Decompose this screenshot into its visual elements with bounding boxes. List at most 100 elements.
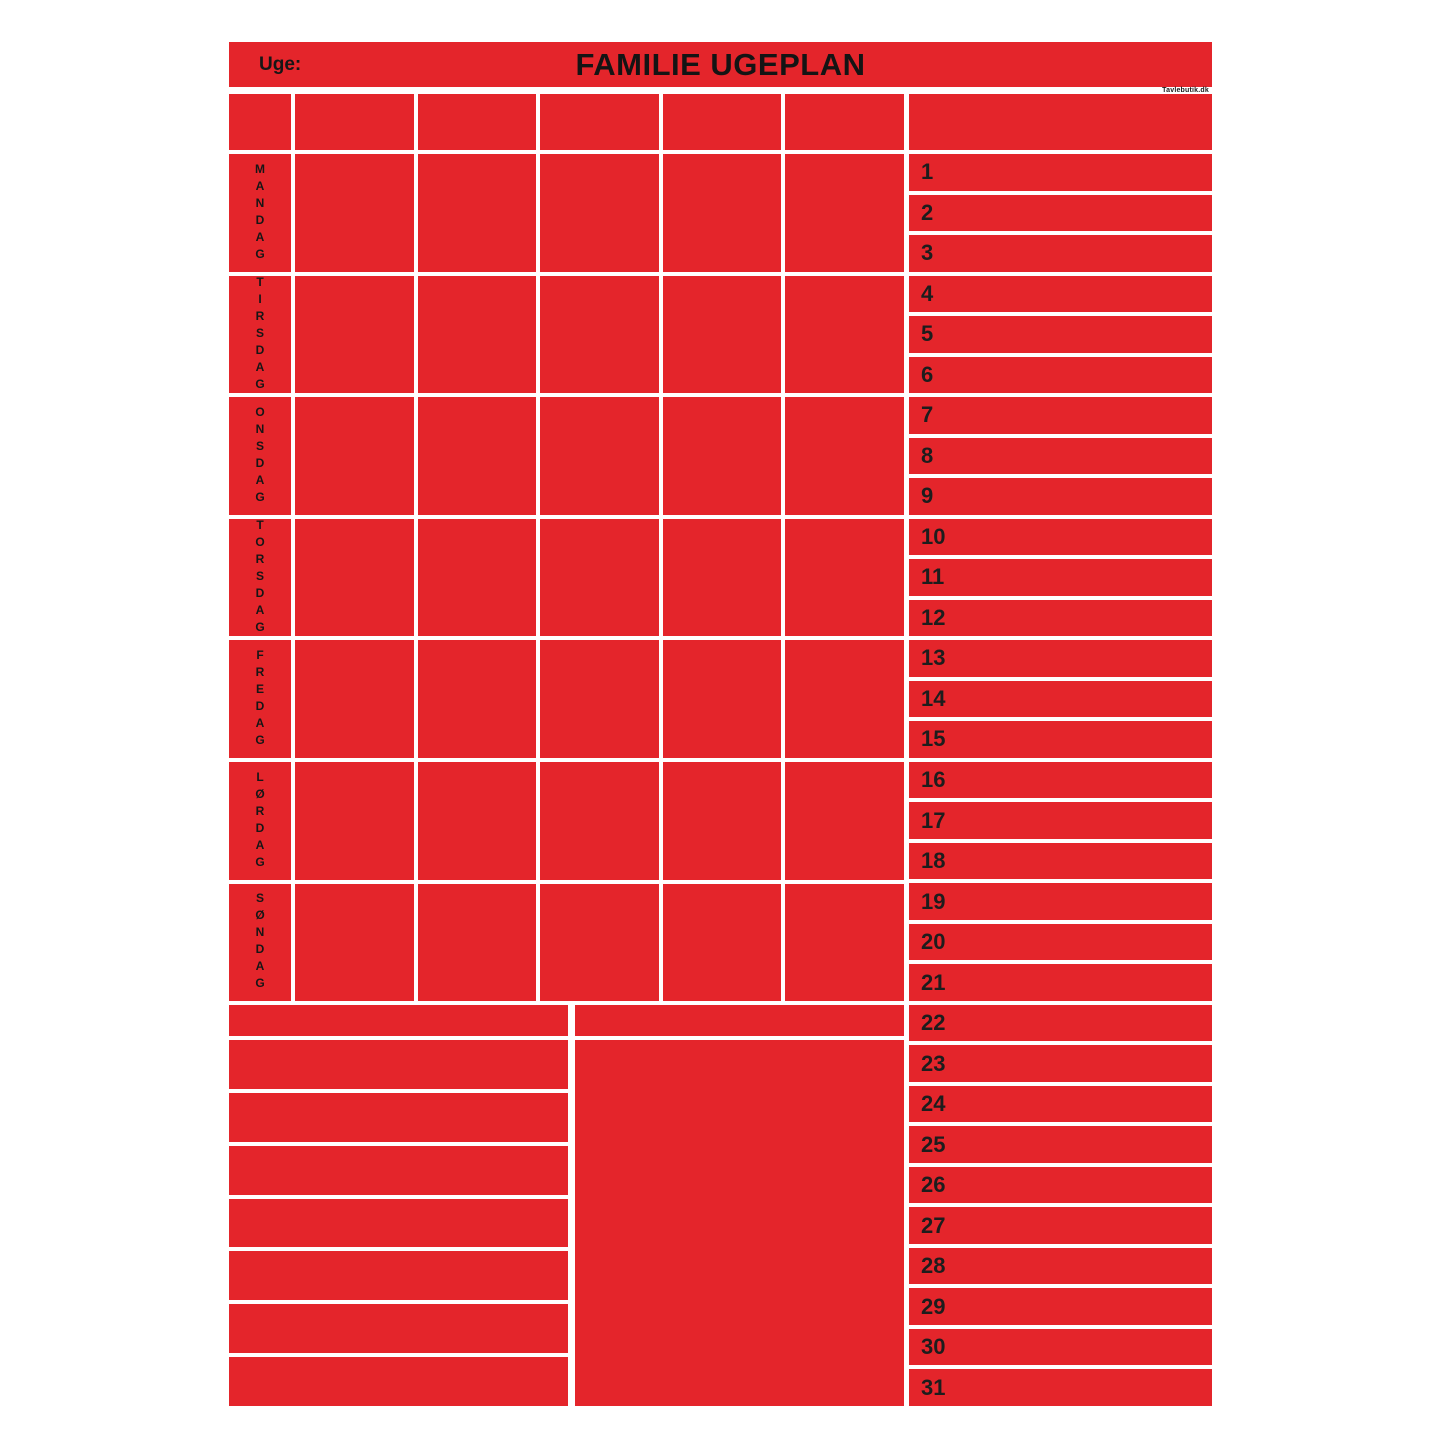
note-strip[interactable] — [229, 1357, 568, 1406]
note-strip[interactable] — [229, 1092, 568, 1142]
note-strip[interactable] — [229, 1304, 568, 1354]
notes-box-header-strip[interactable] — [575, 1005, 904, 1037]
notes-header-strip[interactable] — [229, 1005, 568, 1037]
schedule-cell[interactable] — [295, 518, 414, 637]
schedule-cell[interactable] — [295, 761, 414, 880]
month-day-row[interactable]: 3 — [909, 235, 1212, 272]
month-day-row[interactable]: 21 — [909, 964, 1212, 1001]
schedule-cell[interactable] — [417, 883, 537, 1002]
month-day-row[interactable]: 23 — [909, 1045, 1212, 1082]
schedule-cell[interactable] — [662, 518, 782, 637]
month-day-row[interactable]: 20 — [909, 923, 1212, 961]
month-day-row[interactable]: 26 — [909, 1166, 1212, 1204]
schedule-cell[interactable] — [785, 761, 904, 880]
month-day-row[interactable]: 18 — [909, 842, 1212, 880]
month-day-number: 11 — [921, 564, 945, 590]
schedule-cell[interactable] — [662, 154, 782, 272]
month-day-row[interactable]: 22 — [909, 1004, 1212, 1042]
month-day-row[interactable]: 14 — [909, 680, 1212, 718]
schedule-cell[interactable] — [785, 640, 904, 758]
month-day-number: 26 — [921, 1172, 946, 1198]
month-day-row[interactable]: 7 — [909, 397, 1212, 434]
month-day-row[interactable]: 5 — [909, 316, 1212, 353]
month-day-row[interactable]: 28 — [909, 1247, 1212, 1285]
schedule-cell[interactable] — [785, 883, 904, 1002]
schedule-cell[interactable] — [540, 883, 659, 1002]
month-day-row[interactable]: 30 — [909, 1328, 1212, 1366]
month-day-row[interactable]: 8 — [909, 437, 1212, 475]
schedule-cell[interactable] — [295, 397, 414, 515]
month-day-row[interactable]: 2 — [909, 194, 1212, 232]
schedule-cell[interactable] — [417, 761, 537, 880]
day-label-cell: ONSDAG — [229, 397, 291, 515]
month-day-row[interactable]: 17 — [909, 802, 1212, 839]
month-day-row[interactable]: 1 — [909, 154, 1212, 191]
schedule-header-cell[interactable] — [662, 94, 782, 150]
schedule-cell[interactable] — [417, 640, 537, 758]
schedule-cell[interactable] — [540, 154, 659, 272]
month-day-row[interactable]: 27 — [909, 1207, 1212, 1244]
schedule-cell[interactable] — [662, 640, 782, 758]
month-day-row[interactable]: 6 — [909, 356, 1212, 394]
schedule-cell[interactable] — [540, 275, 659, 394]
day-label-cell: SØNDAG — [229, 883, 291, 1002]
month-day-row[interactable]: 29 — [909, 1288, 1212, 1325]
schedule-cell[interactable] — [417, 397, 537, 515]
day-label: ONSDAG — [253, 404, 267, 507]
month-day-row[interactable]: 25 — [909, 1126, 1212, 1163]
month-day-row[interactable]: 13 — [909, 640, 1212, 677]
day-label: FREDAG — [253, 648, 267, 751]
month-day-row[interactable]: 19 — [909, 883, 1212, 920]
schedule-cell[interactable] — [662, 275, 782, 394]
month-day-number: 21 — [921, 969, 946, 995]
schedule-cell[interactable] — [295, 275, 414, 394]
schedule-cell[interactable] — [662, 397, 782, 515]
schedule-header-cell[interactable] — [540, 94, 659, 150]
schedule-cell[interactable] — [540, 761, 659, 880]
month-day-number: 20 — [921, 929, 946, 955]
title-bar: Uge: FAMILIE UGEPLAN — [229, 42, 1212, 87]
month-day-row[interactable]: 11 — [909, 559, 1212, 596]
schedule-cell[interactable] — [785, 397, 904, 515]
note-strip[interactable] — [229, 1251, 568, 1301]
schedule-cell[interactable] — [295, 154, 414, 272]
month-day-number: 17 — [921, 807, 946, 833]
note-strip[interactable] — [229, 1145, 568, 1195]
schedule-cell[interactable] — [785, 518, 904, 637]
schedule-cell[interactable] — [540, 397, 659, 515]
schedule-cell[interactable] — [417, 275, 537, 394]
month-list-header-box[interactable] — [909, 94, 1212, 150]
schedule-cell[interactable] — [295, 883, 414, 1002]
month-day-row[interactable]: 24 — [909, 1085, 1212, 1123]
notes-box[interactable] — [575, 1040, 904, 1406]
schedule-header-cell[interactable] — [295, 94, 414, 150]
month-day-number: 25 — [921, 1131, 946, 1157]
month-day-row[interactable]: 15 — [909, 721, 1212, 758]
month-day-row[interactable]: 4 — [909, 275, 1212, 313]
month-day-row[interactable]: 9 — [909, 478, 1212, 515]
schedule-cell[interactable] — [662, 883, 782, 1002]
month-day-row[interactable]: 31 — [909, 1369, 1212, 1406]
schedule-cell[interactable] — [662, 761, 782, 880]
day-label-cell: LØRDAG — [229, 761, 291, 880]
schedule-cell[interactable] — [295, 640, 414, 758]
month-day-row[interactable]: 10 — [909, 518, 1212, 556]
schedule-header-cell[interactable] — [785, 94, 904, 150]
bottom-notes-section — [229, 1005, 904, 1406]
month-day-row[interactable]: 12 — [909, 599, 1212, 637]
schedule-cell[interactable] — [785, 154, 904, 272]
note-strip[interactable] — [229, 1040, 568, 1089]
schedule-cell[interactable] — [417, 154, 537, 272]
schedule-cell[interactable] — [417, 518, 537, 637]
month-day-number: 5 — [921, 321, 934, 347]
watermark-row: Tavlebutik.dk — [229, 87, 1212, 94]
schedule-cell[interactable] — [540, 518, 659, 637]
month-day-row[interactable]: 16 — [909, 761, 1212, 799]
week-number-label: Uge: — [259, 53, 302, 75]
note-strip[interactable] — [229, 1198, 568, 1248]
schedule-header-cell[interactable] — [417, 94, 537, 150]
day-label: LØRDAG — [253, 769, 267, 872]
schedule-cell[interactable] — [785, 275, 904, 394]
schedule-cell[interactable] — [540, 640, 659, 758]
day-label: TIRSDAG — [253, 274, 267, 394]
